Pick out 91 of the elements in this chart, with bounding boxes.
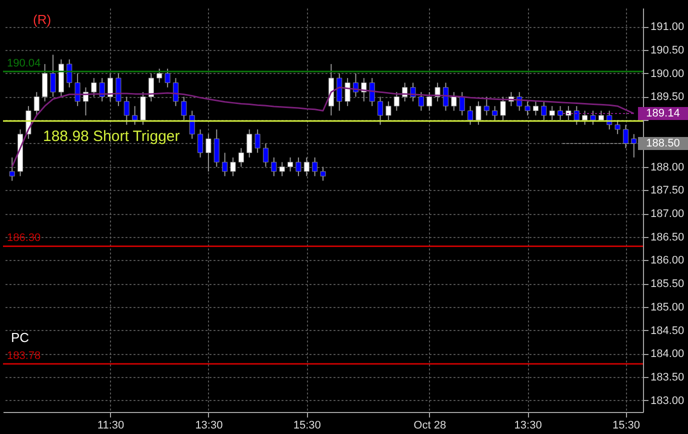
- candlestick: [500, 96, 506, 121]
- candlestick: [34, 92, 40, 116]
- candlestick: [614, 120, 620, 135]
- y-tick-label: 186.50: [650, 231, 684, 244]
- candlestick: [442, 82, 448, 112]
- candlestick: [198, 128, 204, 158]
- y-tick-label: 188.00: [650, 161, 684, 174]
- y-tick-label: 187.00: [650, 208, 684, 220]
- candlestick: [140, 92, 146, 126]
- candlestick: [124, 96, 130, 126]
- candlestick: [426, 92, 432, 112]
- annotation: (R): [33, 12, 52, 27]
- y-tick-label: 187.50: [650, 184, 684, 197]
- x-tick-label: 13:30: [514, 420, 542, 432]
- ref-line-label: 188.50: [646, 137, 680, 150]
- candlestick: [99, 78, 105, 102]
- candlestick: [336, 72, 342, 112]
- candlestick: [590, 110, 596, 126]
- candlestick: [246, 128, 252, 158]
- candlestick: [476, 100, 482, 126]
- annotation: PC: [11, 330, 30, 345]
- candlestick: [279, 162, 285, 177]
- y-tick-label: 185.00: [650, 301, 684, 314]
- candlestick: [42, 64, 48, 102]
- y-tick-label: 191.00: [650, 21, 684, 34]
- candlestick: [378, 96, 384, 126]
- candlestick: [206, 134, 212, 172]
- candlestick: [312, 156, 318, 177]
- candlestick: [304, 156, 310, 177]
- candlestick: [164, 68, 170, 88]
- candlestick: [9, 156, 15, 182]
- candlestick: [288, 156, 294, 172]
- candlestick: [156, 68, 162, 84]
- candlestick: [238, 148, 244, 168]
- candlestick: [181, 96, 187, 121]
- x-tick-label: 13:30: [195, 420, 223, 432]
- candlestick: [418, 92, 424, 112]
- y-tick-label: 184.00: [650, 348, 684, 360]
- y-tick-label: 185.50: [650, 278, 684, 290]
- candlestick: [108, 72, 114, 102]
- candlestick: [91, 78, 97, 98]
- ref-line-label: 186.30: [7, 232, 41, 244]
- x-tick-label: 11:30: [97, 420, 124, 432]
- candlestick: [66, 58, 72, 88]
- candlestick: [574, 106, 580, 126]
- candlestick: [558, 106, 564, 121]
- candlestick: [271, 156, 277, 177]
- candlestick: [484, 96, 490, 116]
- candlestick: [214, 128, 220, 168]
- ref-line-label: 188.98 Short Trigger: [43, 128, 180, 146]
- y-tick-label: 184.50: [650, 324, 684, 337]
- candlestick: [468, 106, 474, 126]
- candlestick: [296, 156, 302, 177]
- candlestick: [524, 100, 530, 116]
- candlestick: [492, 106, 498, 121]
- candlestick: [582, 110, 588, 126]
- candlestick: [172, 78, 178, 107]
- x-tick-label: Oct 28: [414, 420, 446, 432]
- candlestick: [132, 106, 138, 126]
- ref-line-label: 189.14: [646, 108, 680, 120]
- candlestick: [451, 92, 457, 112]
- candlestick: [566, 106, 572, 121]
- x-tick-label: 15:30: [612, 420, 640, 432]
- candlestick: [394, 92, 400, 112]
- candlestick: [598, 110, 604, 121]
- candlestick: [116, 72, 122, 107]
- candlestick: [74, 72, 80, 107]
- y-tick-label: 186.00: [650, 254, 684, 267]
- candlestick: [369, 78, 375, 107]
- ref-line-label: 190.04: [7, 58, 41, 70]
- candlestick: [50, 54, 56, 98]
- y-tick-label: 183.00: [650, 394, 684, 407]
- y-tick-label: 183.50: [650, 371, 684, 384]
- x-tick-label: 15:30: [293, 420, 321, 432]
- y-tick-label: 189.50: [650, 91, 684, 104]
- candlestick: [222, 152, 228, 177]
- y-tick-label: 190.00: [650, 68, 684, 80]
- candlestick: [541, 100, 547, 121]
- candlestick: [549, 106, 555, 121]
- candlestick: [532, 100, 538, 116]
- candlestick: [344, 78, 350, 107]
- candlestick: [320, 166, 326, 182]
- candlestick: [189, 110, 195, 140]
- ref-line-label: 183.78: [7, 350, 41, 362]
- candlestick: [230, 156, 236, 177]
- candlestick: [262, 142, 268, 168]
- candlestick: [386, 100, 392, 121]
- candlestick: [148, 72, 154, 102]
- candlestick: [459, 92, 465, 116]
- candlestick: [254, 128, 260, 154]
- y-tick-label: 190.50: [650, 44, 684, 57]
